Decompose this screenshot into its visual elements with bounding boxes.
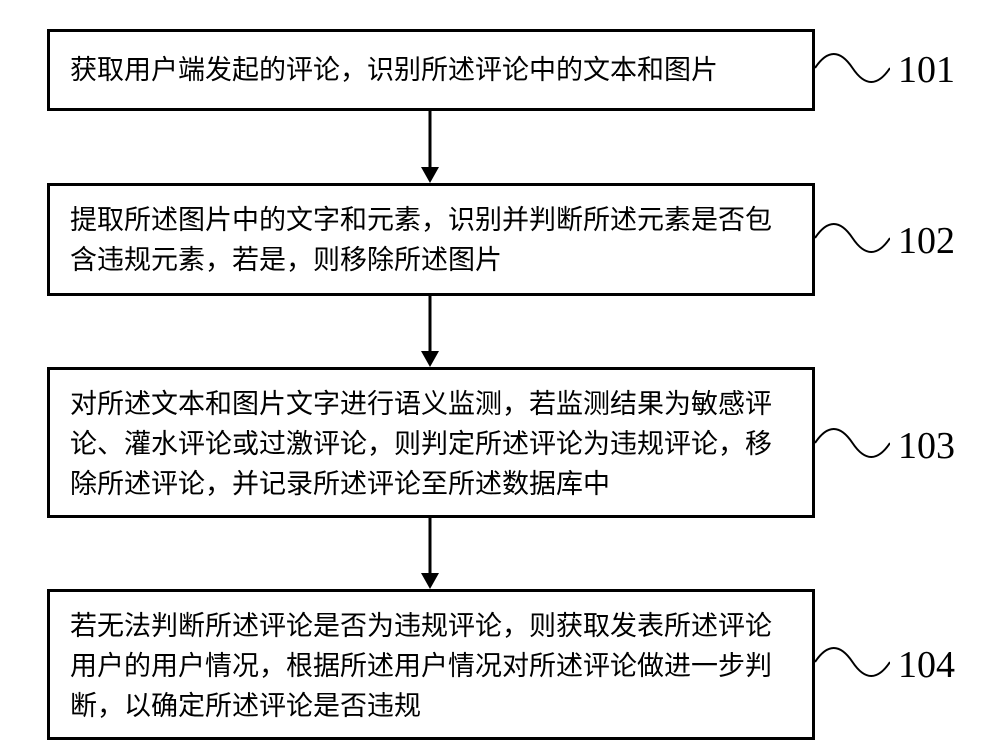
flow-arrow: [415, 518, 445, 589]
flow-node-text: 若无法判断所述评论是否为违规评论，则获取发表所述评论用户的用户情况，根据所述用户…: [70, 606, 792, 726]
label-connector: [815, 36, 890, 100]
flow-node-n104: 若无法判断所述评论是否为违规评论，则获取发表所述评论用户的用户情况，根据所述用户…: [47, 589, 815, 740]
flow-node-text: 对所述文本和图片文字进行语义监测，若监测结果为敏感评论、灌水评论或过激评论，则判…: [70, 384, 792, 504]
flow-node-n102: 提取所述图片中的文字和元素，识别并判断所述元素是否包含违规元素，若是，则移除所述…: [47, 183, 815, 296]
flow-node-text: 获取用户端发起的评论，识别所述评论中的文本和图片: [70, 50, 792, 90]
step-label-l104: 104: [898, 643, 955, 687]
flow-node-n101: 获取用户端发起的评论，识别所述评论中的文本和图片: [47, 29, 815, 111]
step-label-l101: 101: [898, 48, 955, 92]
flow-node-text: 提取所述图片中的文字和元素，识别并判断所述元素是否包含违规元素，若是，则移除所述…: [70, 200, 792, 280]
step-label-l103: 103: [898, 424, 955, 468]
flow-node-n103: 对所述文本和图片文字进行语义监测，若监测结果为敏感评论、灌水评论或过激评论，则判…: [47, 367, 815, 518]
label-connector: [815, 206, 890, 270]
label-connector: [815, 630, 890, 694]
step-label-l102: 102: [898, 219, 955, 263]
label-connector: [815, 411, 890, 475]
flow-arrow: [415, 111, 445, 183]
flow-arrow: [415, 296, 445, 367]
